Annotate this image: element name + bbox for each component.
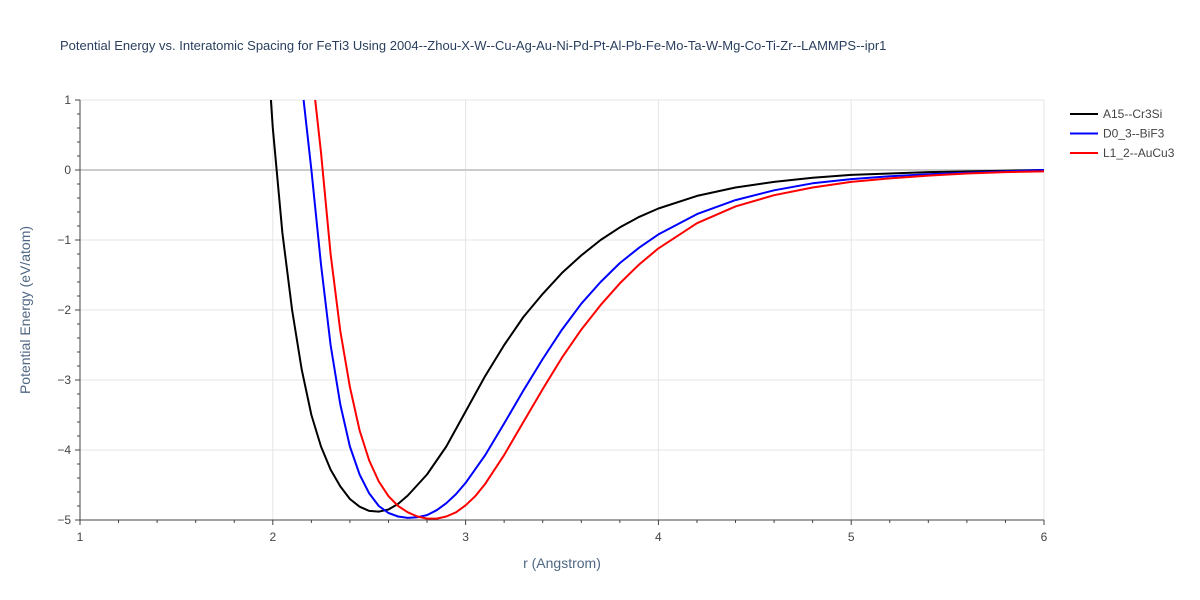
- y-tick-label: −5: [57, 513, 71, 527]
- y-tick-label: −3: [57, 373, 71, 387]
- legend-label: D0_3--BiF3: [1103, 127, 1165, 141]
- series-line-D0_3--BiF3: [302, 99, 1045, 519]
- series-line-A15--Cr3Si: [269, 99, 1045, 513]
- x-tick-label: 3: [462, 530, 469, 544]
- y-tick-label: 1: [64, 93, 71, 107]
- x-tick-label: 6: [1041, 530, 1048, 544]
- legend-item[interactable]: A15--Cr3Si: [1070, 107, 1162, 121]
- x-tick-label: 2: [269, 530, 276, 544]
- grid-lines: [80, 99, 1045, 520]
- legend-label: L1_2--AuCu3: [1103, 146, 1175, 160]
- y-tick-label: 0: [64, 163, 71, 177]
- y-tick-label: −4: [57, 443, 71, 457]
- x-tick-label: 5: [848, 530, 855, 544]
- series-line-L1_2--AuCu3: [314, 99, 1045, 520]
- axes: 1 2 3 4 5 6 1 0 −1 −2 −3 −4 −5: [57, 93, 1047, 544]
- x-tick-label: 1: [77, 530, 84, 544]
- y-axis-title: Potential Energy (eV/atom): [17, 226, 33, 394]
- chart-title: Potential Energy vs. Interatomic Spacing…: [60, 38, 886, 53]
- legend-item[interactable]: L1_2--AuCu3: [1070, 146, 1175, 160]
- y-tick-label: −2: [57, 303, 71, 317]
- series-layer: [269, 99, 1045, 520]
- y-tick-label: −1: [57, 233, 71, 247]
- legend-label: A15--Cr3Si: [1103, 107, 1162, 121]
- x-axis-title: r (Angstrom): [523, 555, 601, 571]
- legend[interactable]: A15--Cr3Si D0_3--BiF3 L1_2--AuCu3: [1070, 107, 1175, 160]
- x-tick-label: 4: [655, 530, 662, 544]
- legend-item[interactable]: D0_3--BiF3: [1070, 127, 1165, 141]
